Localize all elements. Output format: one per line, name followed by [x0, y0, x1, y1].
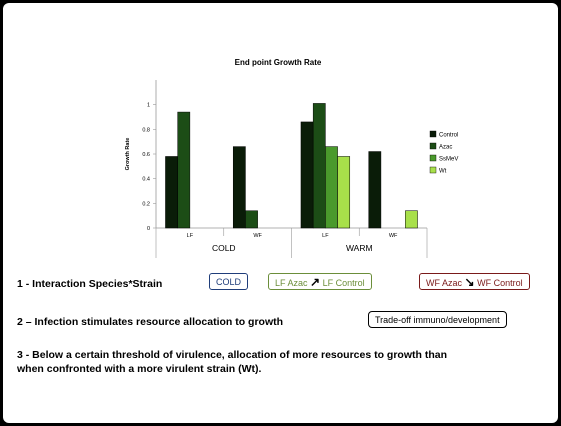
- legend-swatch-wt: [429, 166, 437, 174]
- x-tick-label: LF: [322, 233, 329, 239]
- y-tick-label: 1: [147, 103, 150, 109]
- y-tick-label: 0.2: [142, 201, 150, 207]
- badge-wf-azac-vs-control: WF Azac ↘ WF Control: [419, 273, 530, 290]
- y-tick-label: 0.8: [142, 127, 150, 133]
- legend-label-control: Control: [439, 133, 458, 139]
- legend-swatch-control: [429, 130, 437, 138]
- bar-wt-3: [405, 210, 418, 229]
- bar-control-3: [368, 151, 382, 229]
- badge-lf-azac-vs-control: LF Azac ↗ LF Control: [268, 273, 372, 290]
- bar-azac-2: [312, 103, 326, 229]
- legend-label-wt: Wt: [439, 169, 447, 175]
- point-3-continuation: when confronted with a more virulent str…: [17, 363, 262, 375]
- arrow-down-icon: ↘: [464, 275, 475, 289]
- bar-control-1: [232, 146, 246, 229]
- bar-azac-0: [177, 111, 191, 229]
- legend-label-ssmev: SsMeV: [439, 157, 458, 163]
- bar-ssmev-2: [325, 146, 338, 229]
- legend-swatch-ssmev: [429, 154, 437, 162]
- badge-cold: COLD: [209, 273, 249, 290]
- badge-tradeoff: Trade-off immuno/development: [368, 311, 507, 328]
- badge-wf-right: WF Control: [477, 278, 523, 288]
- x-group-label: WARM: [346, 243, 373, 253]
- bar-wt-2: [337, 156, 351, 229]
- x-tick-label: WF: [389, 233, 398, 239]
- y-tick-label: 0.6: [142, 152, 150, 158]
- badge-wf-left: WF Azac: [426, 278, 463, 288]
- y-tick-label: 0.4: [142, 177, 150, 183]
- growth-rate-chart: End point Growth Rate 0 0.2 0.4 0.6 0.8 1 Grow…: [125, 58, 458, 258]
- badge-lf-left: LF Azac: [275, 278, 308, 288]
- legend-swatch-azac: [429, 142, 437, 150]
- x-tick-label: WF: [253, 233, 262, 239]
- arrow-up-icon: ↗: [310, 275, 321, 289]
- y-axis-label: Growth Rate: [125, 138, 131, 171]
- chart-labels: 0 0.2 0.4 0.6 0.8 1 Growth Rate LF WF LF WF COLD WAR…: [125, 103, 398, 253]
- bar-control-2: [300, 121, 314, 229]
- chart-legend: Control Azac SsMeV Wt: [429, 130, 458, 175]
- bar-azac-1: [245, 210, 258, 229]
- slide: End point Growth Rate 0 0.2 0.4 0.6 0.8 1 Grow…: [3, 3, 558, 423]
- x-group-label: COLD: [212, 243, 236, 253]
- chart-bars: [165, 103, 418, 229]
- bar-control-0: [165, 156, 178, 229]
- legend-label-azac: Azac: [439, 145, 452, 151]
- point-2-infection: 2 – Infection stimulates resource alloca…: [17, 316, 284, 328]
- point-3-threshold: 3 - Below a certain threshold of virulen…: [17, 349, 447, 361]
- x-tick-label: LF: [187, 233, 194, 239]
- chart-axes: [153, 80, 428, 258]
- badge-lf-right: LF Control: [322, 278, 365, 288]
- y-tick-label: 0: [147, 226, 150, 232]
- point-1-interaction: 1 - Interaction Species*Strain: [17, 278, 163, 290]
- chart-title: End point Growth Rate: [235, 58, 322, 67]
